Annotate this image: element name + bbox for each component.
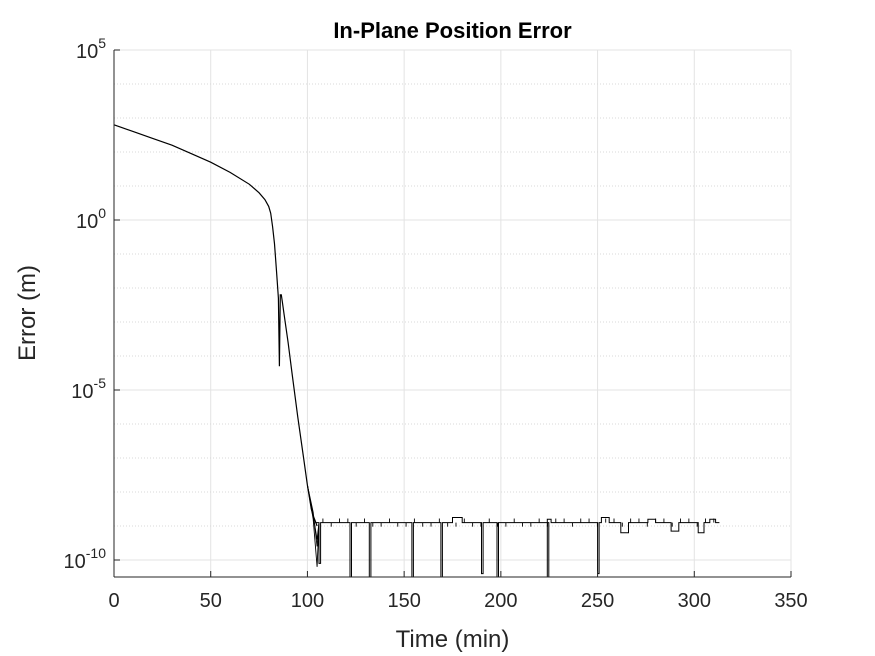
x-tick-label: 0: [108, 590, 119, 612]
x-tick-label: 250: [581, 590, 614, 612]
x-tick-label: 150: [387, 590, 420, 612]
x-axis-label: Time (min): [396, 626, 510, 653]
y-tick-label: 10-10: [64, 545, 107, 573]
plot-background: [114, 50, 791, 577]
axes: [113, 49, 792, 578]
x-tick-label: 100: [291, 590, 324, 612]
y-tick-label: 100: [76, 205, 106, 233]
x-tick-label: 200: [484, 590, 517, 612]
series-line: [113, 124, 318, 527]
x-tick-label: 300: [678, 590, 711, 612]
y-tick-label: 105: [76, 35, 106, 63]
series-line: [306, 485, 320, 567]
y-axis-label: Error (m): [14, 265, 41, 361]
y-tick-label: 10-5: [71, 375, 106, 403]
grid: [113, 49, 792, 577]
chart-title: In-Plane Position Error: [333, 18, 572, 43]
tick-labels: 0 50 100 150 200 250 300 350 105 100 10-5 10-10: [64, 35, 808, 612]
x-tick-label: 350: [774, 590, 807, 612]
x-tick-label: 50: [200, 590, 222, 612]
